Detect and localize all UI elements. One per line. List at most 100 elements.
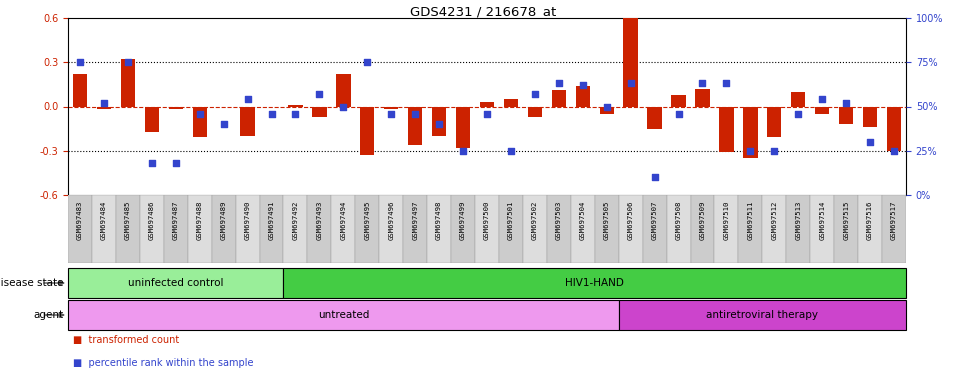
Text: GSM697514: GSM697514 [819,200,825,240]
Text: GSM697484: GSM697484 [100,200,107,240]
Text: GSM697503: GSM697503 [555,200,562,240]
Point [623,80,639,86]
Bar [720,106,733,152]
Bar [68,195,92,263]
Point [97,100,112,106]
Bar [187,195,212,263]
Bar [671,95,686,106]
Text: GSM697507: GSM697507 [652,200,658,240]
Bar [212,195,236,263]
Bar [121,59,135,106]
Bar [360,106,375,155]
Bar [767,106,781,137]
Point [455,148,470,154]
Bar [331,195,355,263]
Text: GSM697509: GSM697509 [699,200,705,240]
Bar [595,195,618,263]
Bar [863,106,877,127]
Point [599,103,614,109]
Bar [456,106,470,148]
Point [144,160,159,166]
Point [408,111,423,117]
Bar [140,195,164,263]
Bar [236,195,260,263]
Text: GSM697488: GSM697488 [197,200,203,240]
Text: GSM697493: GSM697493 [317,200,323,240]
Bar [815,106,830,114]
Bar [92,195,116,263]
Text: ■  percentile rank within the sample: ■ percentile rank within the sample [72,358,253,368]
Text: HIV1-HAND: HIV1-HAND [565,278,624,288]
Text: disease state: disease state [0,278,63,288]
Text: GSM697487: GSM697487 [173,200,179,240]
Point [670,111,686,117]
Point [192,111,208,117]
Bar [475,195,499,263]
Text: GSM697505: GSM697505 [604,200,610,240]
Bar [791,92,806,106]
Point [312,91,327,97]
Point [264,111,279,117]
Point [767,148,782,154]
Bar [336,74,351,106]
Bar [380,195,403,263]
Bar [312,106,327,117]
Point [719,80,734,86]
Text: GSM697500: GSM697500 [484,200,490,240]
Bar [810,195,835,263]
Bar [715,195,738,263]
Bar [403,195,427,263]
Text: GSM697516: GSM697516 [867,200,873,240]
Bar [887,106,901,151]
Text: GSM697515: GSM697515 [843,200,849,240]
Bar [696,89,710,106]
Bar [552,90,566,106]
Point [838,100,854,106]
Bar [427,195,451,263]
Text: GSM697485: GSM697485 [125,200,130,240]
Text: untreated: untreated [318,310,369,320]
Bar [283,268,906,298]
Point [886,148,901,154]
Text: GSM697495: GSM697495 [364,200,370,240]
Bar [738,195,762,263]
Bar [145,106,159,132]
Bar [72,74,87,106]
Text: GSM697496: GSM697496 [388,200,394,240]
Bar [355,195,380,263]
Point [288,111,303,117]
Text: GSM697489: GSM697489 [220,200,227,240]
Text: uninfected control: uninfected control [128,278,223,288]
Point [814,96,830,103]
Point [479,111,495,117]
Bar [503,99,518,106]
Bar [116,195,140,263]
Point [695,80,710,86]
Bar [384,106,398,109]
Bar [576,86,590,106]
Point [551,80,566,86]
Text: GSM697512: GSM697512 [771,200,778,240]
Point [168,160,184,166]
Bar [307,195,331,263]
Bar [408,106,422,145]
Bar [600,106,614,114]
Text: antiretroviral therapy: antiretroviral therapy [706,310,818,320]
Bar [451,195,475,263]
Point [743,148,758,154]
Bar [68,300,618,330]
Point [335,103,351,109]
Bar [68,268,283,298]
Bar [192,106,207,137]
Bar [835,195,858,263]
Text: GSM697517: GSM697517 [891,200,897,240]
Bar [647,106,662,129]
Bar [618,300,906,330]
Bar [168,106,183,109]
Bar [97,106,111,109]
Text: agent: agent [33,310,63,320]
Text: GSM697508: GSM697508 [675,200,682,240]
Point [359,59,375,65]
Point [120,59,135,65]
Text: GSM697486: GSM697486 [149,200,155,240]
